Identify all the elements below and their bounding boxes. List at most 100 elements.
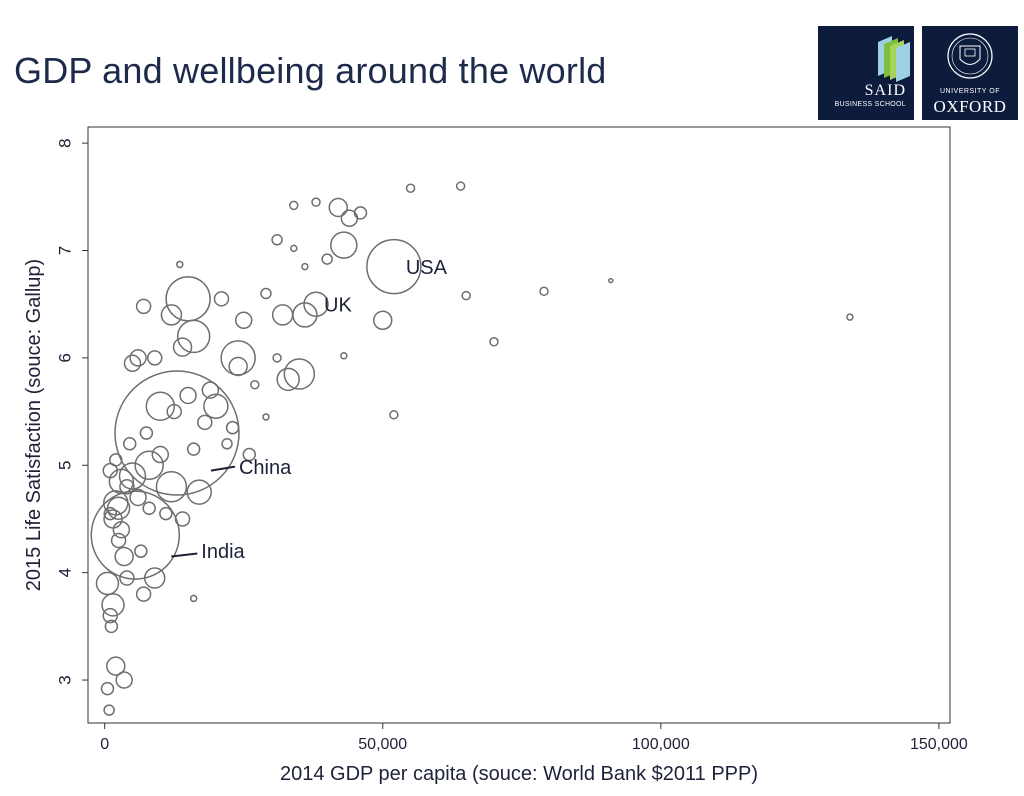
data-point [189, 594, 198, 603]
data-point [165, 276, 211, 322]
data-point [109, 453, 123, 467]
plot-frame [87, 126, 951, 724]
data-point [242, 447, 257, 462]
data-point [405, 183, 416, 193]
y-tick-label: 6 [55, 353, 74, 362]
x-axis-title: 2014 GDP per capita (souce: World Bank $… [280, 763, 758, 785]
annotation-leader-india [171, 552, 198, 558]
university-of-oxford-logo: UNIVERSITY OF OXFORD [922, 26, 1018, 120]
data-point [146, 350, 163, 366]
data-point [115, 671, 133, 689]
data-point [106, 656, 126, 676]
data-point [276, 367, 300, 392]
data-point [135, 586, 152, 602]
data-point [262, 413, 270, 421]
data-point [271, 234, 283, 246]
data-point [461, 290, 471, 301]
data-point [123, 354, 142, 373]
x-tick-label: 100,000 [632, 736, 690, 753]
y-tick-label: 5 [55, 461, 74, 470]
data-point [103, 506, 117, 521]
data-point [372, 310, 393, 331]
data-point [260, 287, 272, 300]
data-point [139, 426, 154, 440]
data-point [101, 593, 125, 617]
data-point [301, 262, 309, 271]
oxford-crest-icon [947, 33, 993, 79]
data-point [289, 200, 299, 211]
data-point [114, 370, 240, 496]
said-stripe [896, 42, 910, 82]
data-point [234, 311, 253, 330]
annotation-uk: UK [324, 294, 352, 316]
data-point [122, 437, 137, 451]
data-point [228, 356, 248, 377]
x-tick-label: 50,000 [358, 736, 407, 753]
data-point [340, 351, 348, 360]
data-point [197, 414, 213, 431]
data-point [90, 490, 181, 580]
data-point [135, 298, 152, 315]
x-tick-label: 150,000 [910, 736, 968, 753]
annotation-usa: USA [406, 257, 448, 279]
data-point [328, 197, 349, 218]
data-point [172, 337, 193, 357]
data-point [145, 391, 176, 421]
data-point [186, 479, 212, 505]
y-tick-label: 8 [55, 138, 74, 147]
said-stripes-icon [878, 36, 910, 82]
annotation-india: India [201, 541, 245, 563]
annotation-leader-china [210, 465, 236, 472]
data-point [102, 607, 118, 624]
data-point [186, 442, 201, 456]
data-point [108, 468, 135, 495]
data-point [110, 532, 127, 549]
data-point [330, 231, 358, 259]
data-point [353, 206, 368, 220]
data-point [174, 511, 191, 527]
data-point [118, 462, 147, 490]
said-logo-name: SAID [864, 82, 906, 99]
oxford-logo-university: UNIVERSITY OF [939, 88, 1001, 95]
data-point [455, 181, 466, 191]
data-point [100, 681, 115, 696]
data-point [151, 445, 170, 464]
data-point [489, 337, 499, 347]
y-axis-title: 2015 Life Satisfaction (souce: Gallup) [23, 259, 45, 591]
slide-title: GDP and wellbeing around the world [14, 50, 607, 91]
said-business-school-logo: SAID BUSINESS SCHOOL [818, 26, 914, 120]
data-point [112, 520, 131, 539]
said-logo-subtitle: BUSINESS SCHOOL [834, 101, 906, 108]
data-point [539, 286, 549, 297]
data-point [166, 403, 182, 420]
data-point [143, 567, 166, 589]
data-point [283, 358, 316, 390]
data-point [290, 244, 298, 253]
data-point [159, 506, 173, 521]
annotation-china: China [239, 457, 292, 479]
data-point [608, 277, 614, 284]
data-point [311, 197, 321, 207]
data-point [303, 291, 329, 317]
data-point [846, 313, 854, 321]
data-point [225, 420, 240, 435]
oxford-logo-name: OXFORD [933, 97, 1007, 116]
data-point [176, 319, 211, 354]
data-point [134, 544, 148, 558]
y-tick-label: 3 [55, 675, 74, 684]
data-point [155, 470, 188, 503]
data-point [389, 410, 399, 420]
data-point [321, 253, 333, 265]
data-point [179, 386, 197, 405]
data-point [221, 438, 233, 450]
y-tick-label: 4 [55, 568, 74, 577]
x-tick-label: 0 [100, 736, 109, 753]
data-point [119, 570, 135, 586]
data-point [114, 546, 134, 567]
data-point [104, 619, 119, 634]
data-point [250, 379, 260, 390]
data-point [366, 238, 422, 295]
data-point [134, 450, 164, 481]
data-point [203, 393, 229, 419]
